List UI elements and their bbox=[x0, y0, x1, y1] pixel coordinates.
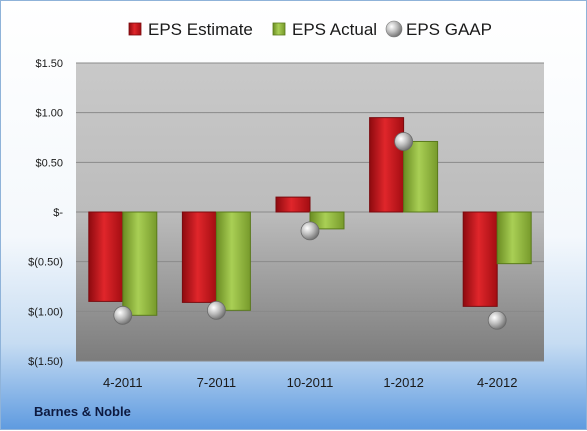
y-tick-label: $- bbox=[53, 207, 63, 219]
marker-eps-gaap bbox=[394, 132, 414, 151]
marker-eps-gaap bbox=[206, 300, 226, 320]
legend-swatch-eps-estimate bbox=[128, 22, 142, 36]
company-name: Barnes & Noble bbox=[34, 404, 131, 419]
legend-label-eps-estimate: EPS Estimate bbox=[148, 20, 253, 39]
marker-eps-gaap bbox=[487, 310, 507, 330]
legend-swatch-eps-actual bbox=[272, 22, 286, 36]
y-tick-label: $(1.00) bbox=[28, 306, 63, 318]
y-tick-label: $1.50 bbox=[35, 58, 63, 70]
bar-eps-estimate bbox=[88, 211, 124, 302]
bar-eps-estimate bbox=[369, 117, 405, 213]
x-tick-label: 4-2012 bbox=[477, 375, 517, 390]
x-axis: 4-2011 7-2011 10-2011 1-2012 4-2012 bbox=[103, 375, 517, 390]
bar-eps-actual bbox=[309, 211, 345, 230]
bar-eps-estimate bbox=[275, 196, 311, 213]
y-tick-label: $(0.50) bbox=[28, 257, 63, 269]
x-tick-label: 1-2012 bbox=[383, 375, 423, 390]
legend: EPS Estimate EPS Actual EPS GAAP bbox=[128, 20, 492, 39]
bar-eps-actual bbox=[496, 211, 532, 265]
legend-label-eps-gaap: EPS GAAP bbox=[406, 20, 492, 39]
x-tick-label: 10-2011 bbox=[287, 375, 334, 390]
marker-eps-gaap bbox=[300, 221, 320, 241]
bar-eps-actual bbox=[122, 211, 158, 316]
x-tick-label: 7-2011 bbox=[197, 375, 237, 390]
bar-eps-actual bbox=[403, 140, 439, 213]
legend-label-eps-actual: EPS Actual bbox=[292, 20, 377, 39]
bar-eps-estimate bbox=[462, 211, 498, 307]
y-tick-label: $0.50 bbox=[35, 157, 63, 169]
y-axis: $1.50 $1.00 $0.50 $- $(0.50) $(1.00) $(1.50) bbox=[28, 58, 63, 368]
x-tick-label: 4-2011 bbox=[103, 375, 143, 390]
marker-eps-gaap bbox=[113, 305, 133, 325]
bar-eps-estimate bbox=[181, 211, 217, 303]
y-tick-label: $(1.50) bbox=[28, 356, 63, 368]
y-tick-label: $1.00 bbox=[35, 108, 63, 120]
bars bbox=[88, 117, 532, 316]
bar-eps-actual bbox=[215, 211, 251, 311]
legend-swatch-eps-gaap bbox=[385, 20, 403, 38]
gaap-markers bbox=[113, 132, 507, 330]
